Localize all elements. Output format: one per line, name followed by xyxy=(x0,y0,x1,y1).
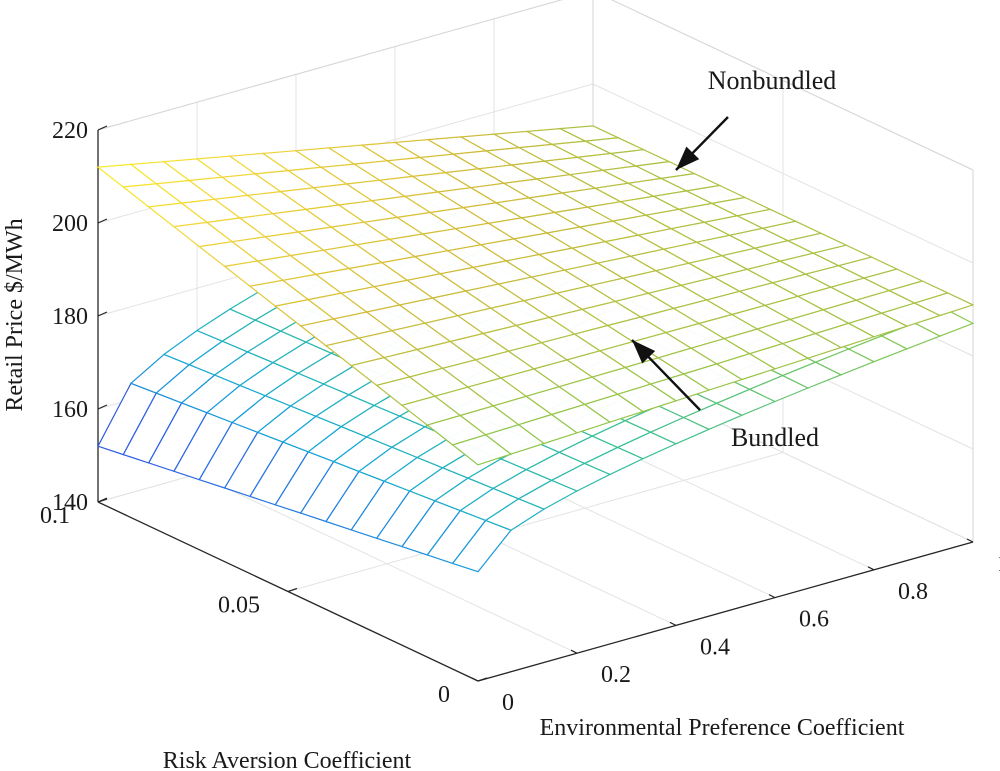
z-tick-label: 160 xyxy=(52,397,88,423)
side-wall-gridline xyxy=(592,83,974,264)
y-axis-label: Risk Aversion Coefficient xyxy=(163,748,412,771)
x-tick-label: 1 xyxy=(997,551,1000,577)
back-wall-gridline xyxy=(97,0,563,131)
surface-nonbundled xyxy=(96,125,975,466)
z-axis-label: Retail Price $/MWh xyxy=(2,218,28,411)
x-tick-label: 0.4 xyxy=(700,634,730,660)
tick-labels: 140 160 180 200 220 0 0.05 0.1 0 0.2 0.4 0.6 0.8 1 xyxy=(40,118,1000,716)
z-tick xyxy=(97,125,108,131)
pane-edge xyxy=(610,0,974,171)
z-tick-label: 140 xyxy=(52,490,88,516)
z-tick-label: 200 xyxy=(52,211,88,237)
pane-edge xyxy=(97,0,563,131)
arrow-nonbundled xyxy=(675,116,729,171)
x-tick-label: 0.8 xyxy=(898,579,928,605)
y-tick-label: 0.05 xyxy=(218,593,260,619)
z-tick xyxy=(97,404,108,410)
axes xyxy=(97,125,974,682)
x-axis-label: Environmental Preference Coefficient xyxy=(540,715,905,741)
y-tick xyxy=(477,677,488,682)
annotation-bundled: Bundled xyxy=(731,423,819,452)
x-tick xyxy=(669,621,677,626)
x-tick-label: 0.6 xyxy=(799,607,829,633)
surface-cell xyxy=(913,292,975,317)
x-tick xyxy=(570,649,578,654)
z-tick-label: 180 xyxy=(52,304,88,330)
x-tick-label: 0.2 xyxy=(601,662,631,688)
x-axis-line xyxy=(477,541,974,682)
x-tick xyxy=(966,538,974,543)
y-tick-label: 0.1 xyxy=(40,503,70,529)
surfaces xyxy=(96,125,975,573)
y-tick-label: 0 xyxy=(438,682,450,708)
x-tick xyxy=(768,594,776,599)
x-tick xyxy=(867,566,875,571)
y-tick xyxy=(97,498,108,503)
floor-gridline xyxy=(287,452,784,592)
x-tick xyxy=(471,677,479,682)
arrow-bundled xyxy=(631,339,701,411)
z-tick xyxy=(97,218,108,224)
z-tick xyxy=(97,311,108,317)
annotation-nonbundled: Nonbundled xyxy=(708,66,837,95)
y-tick xyxy=(287,587,298,593)
x-tick-label: 0 xyxy=(502,690,514,716)
annotations: Nonbundled Bundled xyxy=(631,66,837,452)
z-tick-label: 220 xyxy=(52,118,88,144)
